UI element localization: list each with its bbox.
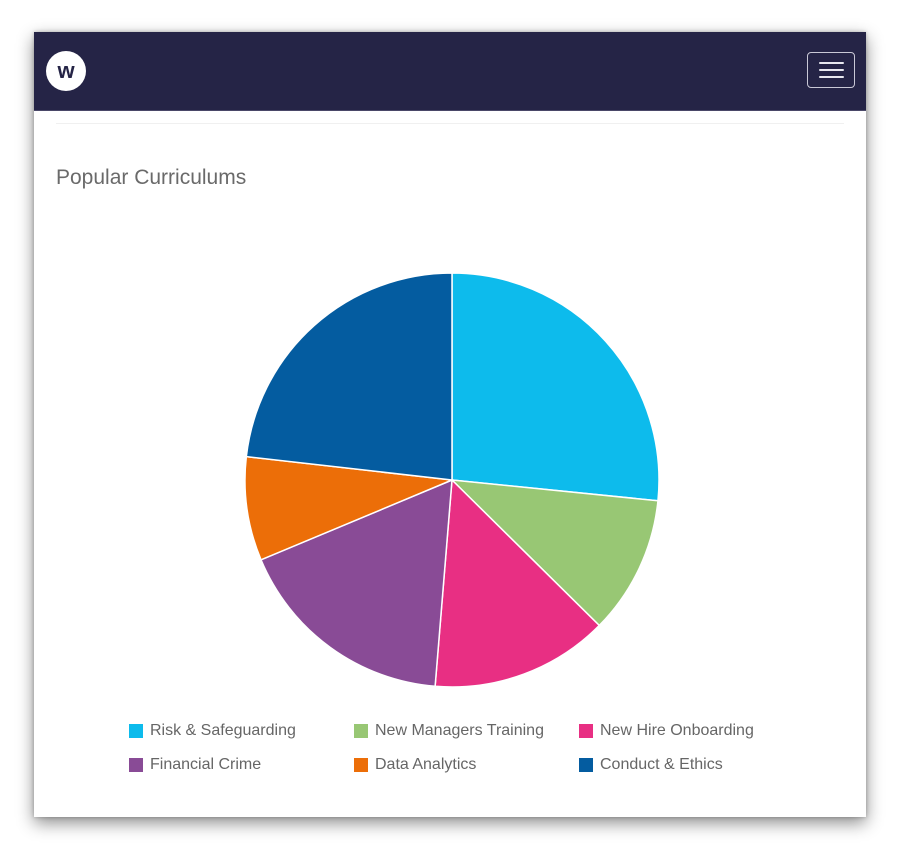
legend-swatch-icon [129, 723, 143, 738]
chart-legend: Risk & Safeguarding New Managers Training… [129, 720, 804, 775]
legend-swatch-icon [354, 757, 368, 772]
pie-chart [243, 271, 661, 689]
legend-swatch-icon [129, 757, 143, 772]
legend-item[interactable]: Conduct & Ethics [579, 754, 804, 775]
legend-label: Data Analytics [375, 755, 477, 773]
top-navbar: w [34, 32, 866, 111]
legend-label: Risk & Safeguarding [150, 721, 296, 739]
legend-item[interactable]: Data Analytics [354, 754, 579, 775]
pie-slice[interactable] [434, 478, 601, 688]
legend-swatch-icon [579, 757, 593, 772]
pie-slice[interactable] [244, 455, 455, 561]
legend-item[interactable]: Financial Crime [129, 754, 354, 775]
legend-label: New Managers Training [375, 721, 544, 739]
pie-slice[interactable] [451, 272, 660, 502]
legend-swatch-icon [579, 723, 593, 738]
legend-item[interactable]: New Managers Training [354, 720, 579, 741]
legend-item[interactable]: Risk & Safeguarding [129, 720, 354, 741]
legend-item[interactable]: New Hire Onboarding [579, 720, 804, 741]
chart-title: Popular Curriculums [56, 166, 247, 189]
legend-swatch-icon [354, 723, 368, 738]
app-window: w Popular Curriculums Risk & Safeguardin… [34, 32, 866, 817]
hamburger-menu-icon [818, 62, 844, 64]
legend-label: Conduct & Ethics [600, 755, 723, 773]
hamburger-menu-button[interactable] [807, 52, 855, 88]
hamburger-menu-icon [818, 76, 844, 78]
pie-slice[interactable] [245, 272, 453, 481]
legend-label: New Hire Onboarding [600, 721, 754, 739]
logo-icon[interactable]: w [46, 51, 86, 91]
legend-label: Financial Crime [150, 755, 262, 773]
hamburger-menu-icon [818, 69, 844, 71]
pie-chart-svg [244, 272, 660, 688]
pie-slice[interactable] [449, 479, 659, 627]
divider [56, 123, 844, 124]
pie-slice[interactable] [260, 478, 453, 688]
